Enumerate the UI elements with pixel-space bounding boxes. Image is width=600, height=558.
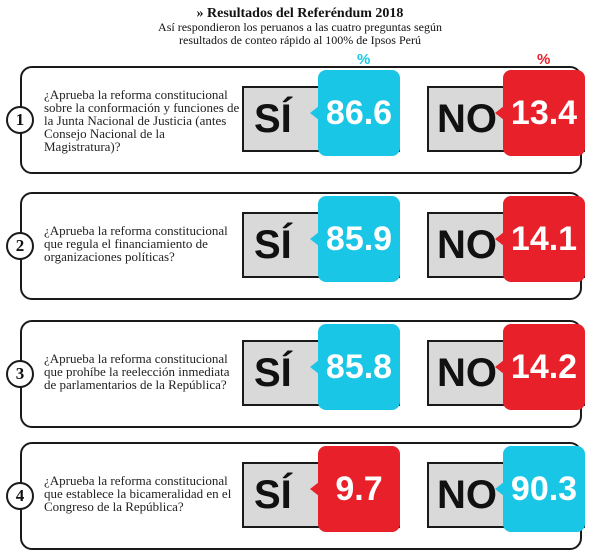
si-vote-box: SÍ 86.6: [242, 70, 400, 156]
no-vote-box: NO 90.3: [427, 446, 585, 532]
no-vote-box: NO 14.1: [427, 196, 585, 282]
si-vote-box: SÍ 9.7: [242, 446, 400, 532]
question-number: 1: [6, 106, 34, 134]
no-vote-box: NO 14.2: [427, 324, 585, 410]
question-number: 3: [6, 360, 34, 388]
result-row-4: 4 ¿Aprueba la reforma constitucional que …: [6, 442, 585, 550]
chart-title: » Resultados del Referéndum 2018: [196, 6, 404, 21]
question-number: 2: [6, 232, 34, 260]
no-label: NO: [437, 351, 497, 395]
chart-subtitle-line-1: Así respondieron los peruanos a las cuat…: [158, 20, 442, 34]
no-vote-box: NO 13.4: [427, 70, 585, 156]
si-label: SÍ: [254, 351, 292, 395]
result-row-3: 3 ¿Aprueba la reforma constitucional que …: [6, 320, 585, 428]
no-value: 90.3: [503, 446, 585, 532]
chart-header: » Resultados del Referéndum 2018 Así res…: [0, 6, 600, 47]
si-label: SÍ: [254, 473, 292, 517]
question-text: ¿Aprueba la reforma constitucional que r…: [44, 223, 228, 264]
no-value: 14.1: [503, 196, 585, 282]
no-value: 14.2: [503, 324, 585, 410]
no-value: 13.4: [503, 70, 585, 156]
question-text: ¿Aprueba la reforma constitucional que e…: [44, 473, 232, 514]
si-label: SÍ: [254, 97, 292, 141]
no-percent-label: %: [537, 51, 551, 68]
result-row-1: 1 ¿Aprueba la reforma constitucional sobr…: [6, 66, 585, 174]
result-row-2: 2 ¿Aprueba la reforma constitucional que …: [6, 192, 585, 300]
chart-subtitle-line-2: resultados de conteo rápido al 100% de I…: [179, 33, 421, 47]
si-value: 85.9: [318, 196, 400, 282]
question-text: ¿Aprueba la reforma constitucional sobre…: [44, 87, 240, 154]
question-text: ¿Aprueba la reforma constitucional que p…: [44, 351, 230, 392]
question-number: 4: [6, 482, 34, 510]
si-percent-label: %: [357, 51, 371, 68]
no-label: NO: [437, 97, 497, 141]
si-label: SÍ: [254, 223, 292, 267]
si-vote-box: SÍ 85.9: [242, 196, 400, 282]
no-label: NO: [437, 223, 497, 267]
si-value: 85.8: [318, 324, 400, 410]
si-vote-box: SÍ 85.8: [242, 324, 400, 410]
si-value: 86.6: [318, 70, 400, 156]
no-label: NO: [437, 473, 497, 517]
si-value: 9.7: [318, 446, 400, 532]
